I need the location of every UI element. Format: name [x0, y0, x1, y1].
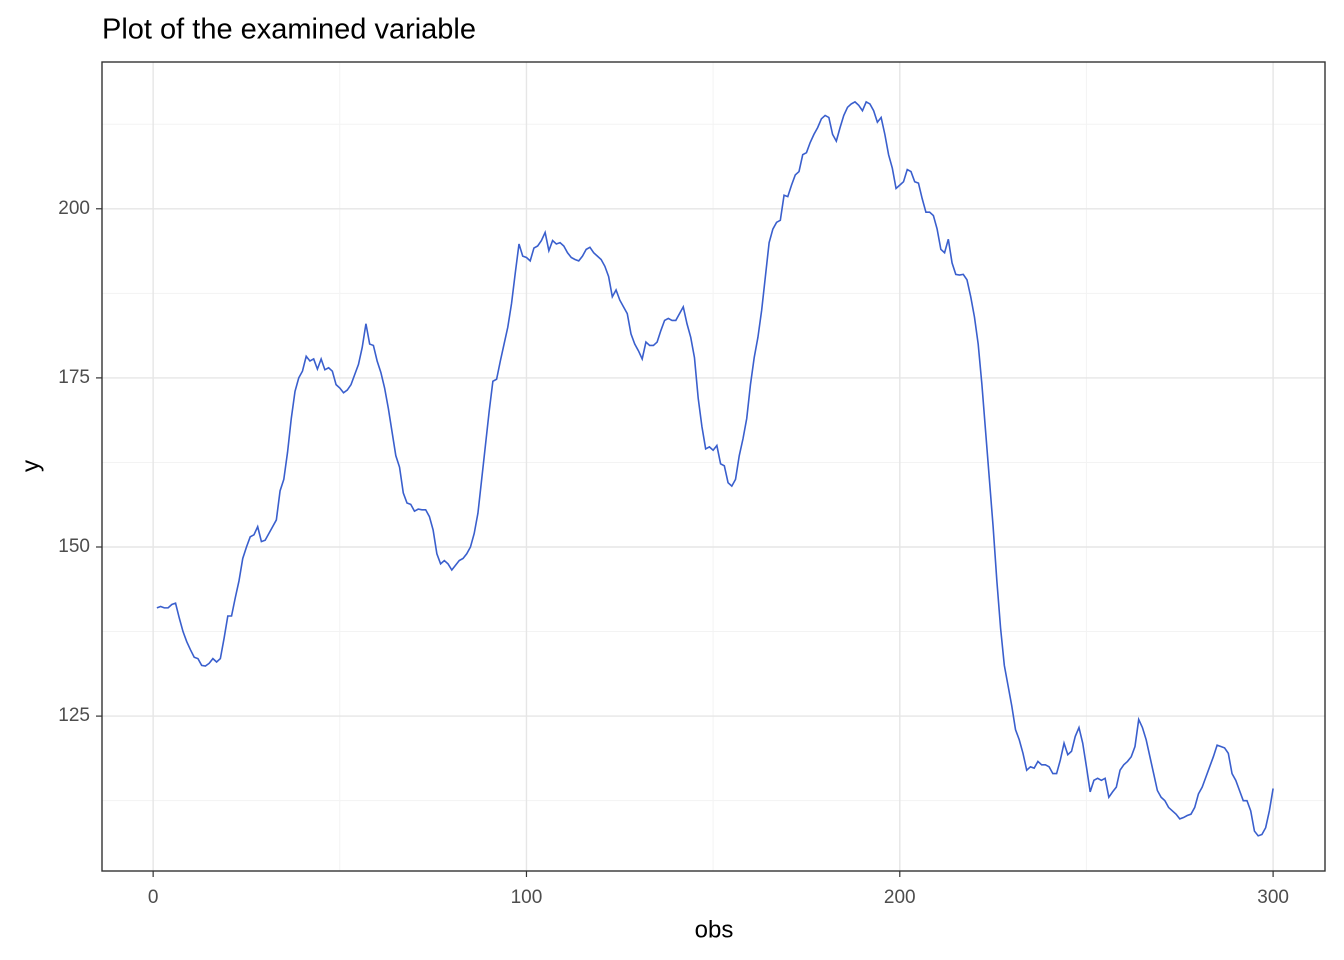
y-tick-label: 200	[58, 198, 90, 219]
chart-title: Plot of the examined variable	[102, 14, 476, 46]
x-tick-label: 100	[511, 887, 543, 908]
y-tick-label: 175	[58, 367, 90, 388]
panel-border	[101, 61, 1326, 872]
y-axis-title: y	[17, 460, 44, 472]
x-tick-label: 200	[884, 887, 916, 908]
y-tick-label: 125	[58, 705, 90, 726]
y-tick-label: 150	[58, 536, 90, 557]
data-line	[156, 100, 1274, 837]
x-axis-title: obs	[695, 916, 734, 943]
x-tick-label: 300	[1257, 887, 1289, 908]
x-tick-label: 0	[148, 887, 159, 908]
